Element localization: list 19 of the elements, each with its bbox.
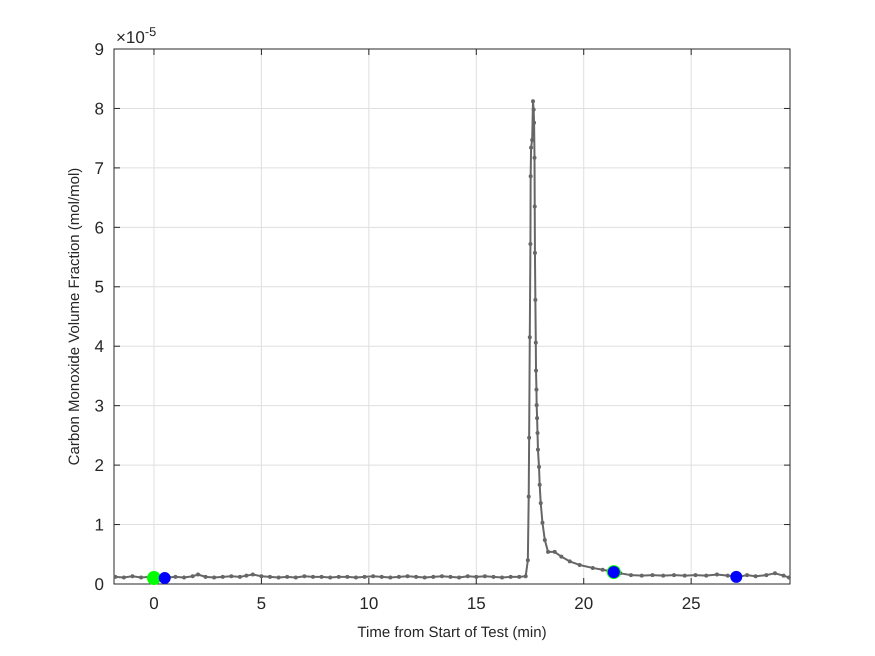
y-tick-label: 7 bbox=[94, 158, 104, 178]
x-tick-label: 0 bbox=[149, 594, 159, 613]
y-tick-label: 9 bbox=[94, 40, 104, 59]
y-tick-label: 3 bbox=[94, 396, 104, 416]
x-tick-label: 10 bbox=[359, 594, 378, 613]
x-tick-label: 20 bbox=[574, 594, 594, 613]
x-tick-label: 25 bbox=[682, 594, 701, 613]
y-axis-title: Carbon Monoxide Volume Fraction (mol/mol) bbox=[66, 168, 83, 466]
x-tick-label: 5 bbox=[256, 594, 266, 613]
y-tick-label: 5 bbox=[94, 278, 104, 297]
x-tick-label: 15 bbox=[466, 594, 486, 613]
y-tick-label: 4 bbox=[94, 337, 104, 356]
y-tick-label: 8 bbox=[94, 99, 104, 118]
y-tick-label: 6 bbox=[94, 218, 104, 238]
y-tick-label: 0 bbox=[94, 574, 104, 594]
text: ×10$^{-5}$ bbox=[116, 24, 156, 47]
y-tick-label: 2 bbox=[94, 456, 104, 476]
y-tick-label: 1 bbox=[94, 516, 104, 535]
x-axis-title: Time from Start of Test (min) bbox=[357, 624, 547, 641]
